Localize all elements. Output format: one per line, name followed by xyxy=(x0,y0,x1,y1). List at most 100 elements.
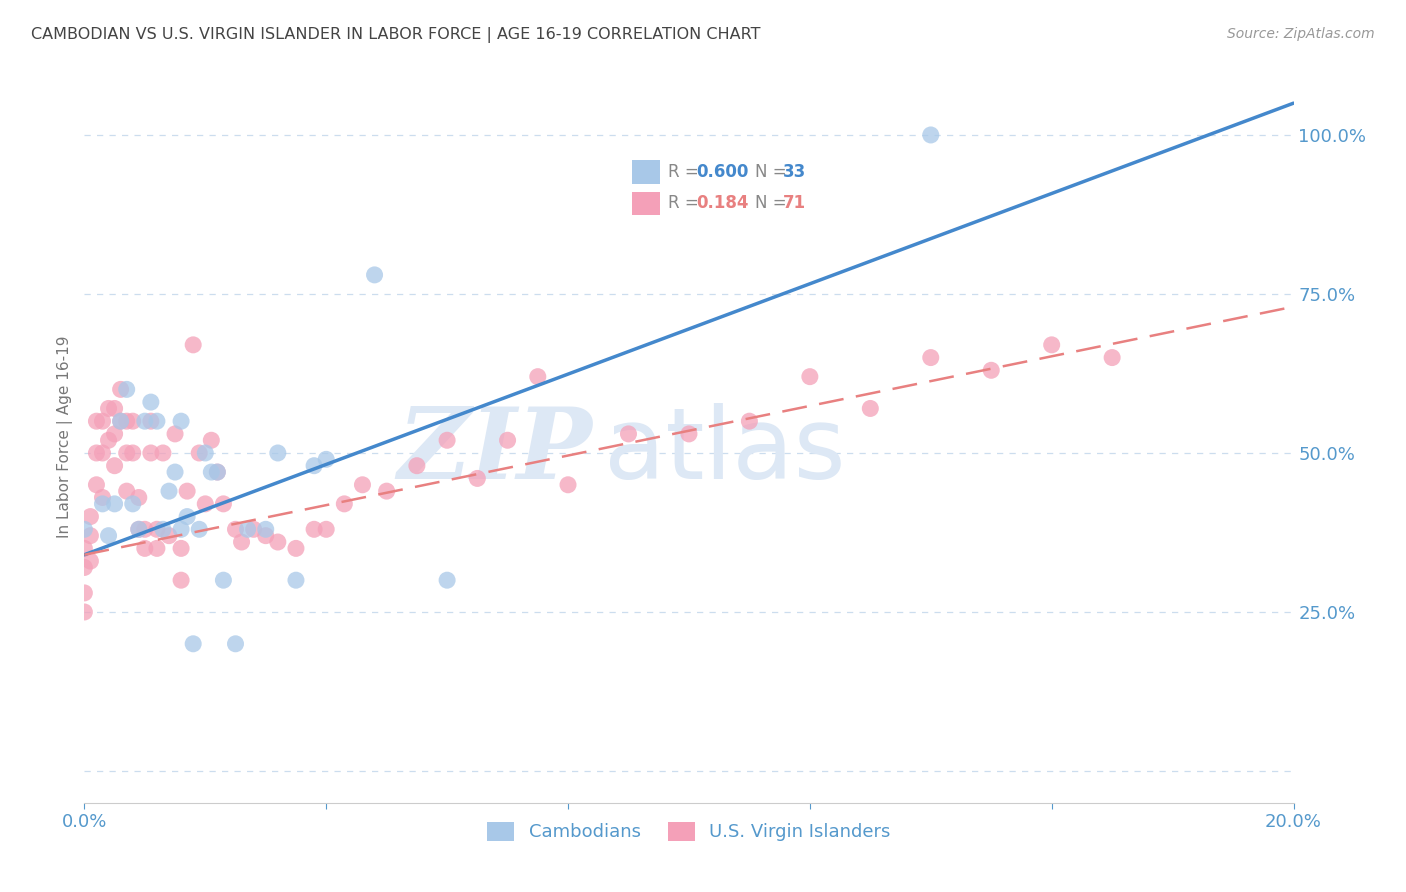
Point xyxy=(104,401,127,416)
Point xyxy=(207,465,229,479)
Point xyxy=(73,605,96,619)
Point xyxy=(134,541,156,556)
Point xyxy=(181,338,204,352)
Point xyxy=(242,522,264,536)
Point xyxy=(980,363,1002,377)
Text: R =: R = xyxy=(668,194,710,212)
Point xyxy=(267,535,290,549)
Point xyxy=(170,573,193,587)
Point xyxy=(315,452,337,467)
Point xyxy=(104,426,127,441)
Point xyxy=(231,535,253,549)
Point xyxy=(157,529,180,543)
Point xyxy=(73,522,96,536)
Point xyxy=(115,414,138,428)
Point xyxy=(91,491,114,505)
Point xyxy=(115,484,138,499)
Point xyxy=(188,522,211,536)
Point xyxy=(170,522,193,536)
Point xyxy=(678,426,700,441)
Point xyxy=(212,573,235,587)
Point xyxy=(170,541,193,556)
Text: CAMBODIAN VS U.S. VIRGIN ISLANDER IN LABOR FORCE | AGE 16-19 CORRELATION CHART: CAMBODIAN VS U.S. VIRGIN ISLANDER IN LAB… xyxy=(31,27,761,43)
Point xyxy=(375,484,398,499)
Point xyxy=(146,414,169,428)
Text: 71: 71 xyxy=(783,194,806,212)
Point xyxy=(165,465,187,479)
Point xyxy=(104,458,127,473)
Point xyxy=(97,401,120,416)
Point xyxy=(302,522,325,536)
Point xyxy=(97,434,120,448)
Point xyxy=(315,522,337,536)
FancyBboxPatch shape xyxy=(633,161,659,184)
Point xyxy=(146,541,169,556)
Point xyxy=(121,446,143,460)
Text: 33: 33 xyxy=(783,163,806,181)
Text: ZIP: ZIP xyxy=(398,403,592,500)
Point xyxy=(738,414,761,428)
Point xyxy=(859,401,882,416)
Text: R =: R = xyxy=(668,163,704,181)
Y-axis label: In Labor Force | Age 16-19: In Labor Force | Age 16-19 xyxy=(58,335,73,539)
Point xyxy=(225,637,247,651)
Point xyxy=(73,560,96,574)
Point xyxy=(86,446,108,460)
Point xyxy=(86,477,108,491)
Point xyxy=(110,414,132,428)
Text: Source: ZipAtlas.com: Source: ZipAtlas.com xyxy=(1227,27,1375,41)
Point xyxy=(139,414,162,428)
Point xyxy=(181,637,204,651)
Point xyxy=(527,369,550,384)
Point xyxy=(254,529,277,543)
Point xyxy=(121,497,143,511)
Point xyxy=(134,522,156,536)
Point xyxy=(139,446,162,460)
Point xyxy=(236,522,259,536)
Text: N =: N = xyxy=(755,163,793,181)
Point xyxy=(496,434,519,448)
Point xyxy=(104,497,127,511)
Point xyxy=(128,522,150,536)
Point xyxy=(152,446,174,460)
Point xyxy=(73,586,96,600)
Point xyxy=(436,573,458,587)
Point xyxy=(139,395,162,409)
Point xyxy=(170,414,193,428)
Point xyxy=(146,522,169,536)
Point xyxy=(152,522,174,536)
Point xyxy=(254,522,277,536)
Point xyxy=(128,522,150,536)
Point xyxy=(1101,351,1123,365)
Text: 0.184: 0.184 xyxy=(696,194,748,212)
Text: atlas: atlas xyxy=(605,403,846,500)
Point xyxy=(91,446,114,460)
Point xyxy=(352,477,374,491)
Point xyxy=(86,414,108,428)
Point xyxy=(165,426,187,441)
Point xyxy=(91,414,114,428)
Point xyxy=(225,522,247,536)
Point xyxy=(79,554,101,568)
Point xyxy=(194,446,217,460)
Text: N =: N = xyxy=(755,194,793,212)
Point xyxy=(467,471,489,485)
Point xyxy=(200,465,222,479)
Point xyxy=(121,414,143,428)
Point xyxy=(157,484,180,499)
Point xyxy=(285,573,308,587)
Point xyxy=(110,414,132,428)
Point xyxy=(1040,338,1063,352)
Point xyxy=(134,414,156,428)
Point xyxy=(617,426,640,441)
Point xyxy=(333,497,356,511)
Point xyxy=(557,477,579,491)
Point xyxy=(110,383,132,397)
Point xyxy=(267,446,290,460)
Legend: Cambodians, U.S. Virgin Islanders: Cambodians, U.S. Virgin Islanders xyxy=(479,814,898,848)
Text: 0.600: 0.600 xyxy=(696,163,748,181)
Point xyxy=(207,465,229,479)
Point xyxy=(200,434,222,448)
FancyBboxPatch shape xyxy=(633,192,659,215)
Point xyxy=(97,529,120,543)
